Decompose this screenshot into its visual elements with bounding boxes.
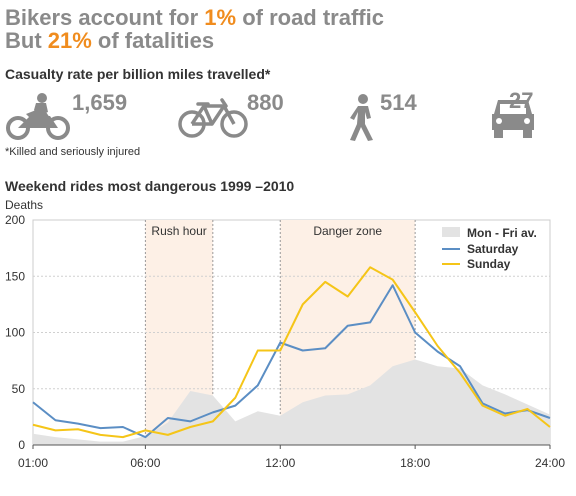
car-stat: 27 (509, 88, 534, 113)
bicycle-stat: 880 (247, 90, 284, 115)
y-tick-label-1: 50 (12, 382, 26, 396)
y-tick-label-4: 200 (5, 213, 25, 227)
series-area-weekday (33, 359, 550, 445)
y-tick-label-3: 150 (5, 269, 25, 283)
series-line-saturday (32, 284, 551, 439)
x-tick-label-4: 24:00 (535, 456, 565, 470)
x-tick-label-0: 01:00 (18, 456, 48, 470)
chart: Rush hour Danger zone 0 50 100 150 200 01:00 06:… (5, 213, 565, 470)
y-tick-label-0: 0 (18, 438, 25, 452)
headline-line-2: But 21% of fatalities (5, 28, 215, 53)
headline-highlight-1: 1% (204, 5, 237, 30)
x-tick-label-1: 06:00 (130, 456, 160, 470)
chart-title: Weekend rides most dangerous 1999 –2010 (5, 178, 295, 194)
legend-label-sunday: Sunday (467, 257, 511, 271)
casualty-subtitle: Casualty rate per billion miles travelle… (5, 66, 271, 82)
x-tick-label-3: 18:00 (400, 456, 430, 470)
y-tick-label-2: 100 (5, 326, 25, 340)
y-axis-label: Deaths (5, 198, 44, 212)
legend-swatch-weekday (442, 227, 460, 237)
x-tick-label-2: 12:00 (265, 456, 295, 470)
footnote: *Killed and seriously injured (5, 146, 141, 158)
legend-label-weekday: Mon - Fri av. (467, 226, 537, 240)
motorcycle-stat: 1,659 (72, 90, 128, 115)
pedestrian-stat: 514 (380, 90, 417, 115)
band-label-0: Rush hour (151, 224, 206, 238)
legend-label-saturday: Saturday (467, 242, 519, 256)
car-icon (492, 100, 534, 138)
headline-line-1: Bikers account for 1% of road traffic (5, 5, 384, 30)
band-label-1: Danger zone (313, 224, 382, 238)
series-line-sunday (32, 266, 551, 439)
bicycle-icon (178, 98, 248, 138)
pedestrian-icon (350, 94, 373, 141)
motorcycle-icon (6, 93, 70, 140)
headline-highlight-2: 21% (47, 28, 92, 53)
